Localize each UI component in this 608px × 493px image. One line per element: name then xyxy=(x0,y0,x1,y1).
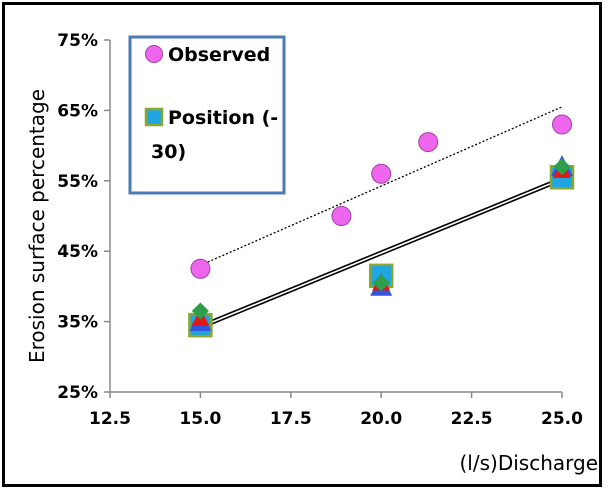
x-tick-label: 25.0 xyxy=(541,409,583,429)
point-observed-0 xyxy=(190,258,211,279)
point-observed-2 xyxy=(371,163,392,184)
trendline-0 xyxy=(200,106,563,266)
chart-frame xyxy=(2,2,602,487)
x-tick-label: 20.0 xyxy=(360,409,402,429)
legend-label-position-line2: 30) xyxy=(151,141,186,163)
legend-marker-position xyxy=(144,107,164,127)
x-tick-label: 22.5 xyxy=(451,409,493,429)
y-tick-label: 75% xyxy=(57,31,98,51)
trendlines-layer xyxy=(200,106,563,330)
y-tick-label: 65% xyxy=(57,101,98,121)
legend-label-observed: Observed xyxy=(168,44,270,66)
y-tick-label: 25% xyxy=(57,383,98,403)
y-tick-label: 45% xyxy=(57,242,98,262)
point-series-4-0 xyxy=(191,302,209,320)
markers-layer xyxy=(188,114,575,338)
x-tick-label: 15.0 xyxy=(179,409,221,429)
point-series-4-2 xyxy=(553,158,571,176)
trendline-2 xyxy=(200,176,563,326)
point-observed-1 xyxy=(331,206,352,226)
legend-marker-observed xyxy=(145,45,163,63)
point-observed-4 xyxy=(552,114,572,135)
point-series-4-1 xyxy=(372,274,390,292)
point-observed-3 xyxy=(418,132,439,153)
axes-layer: 25% 35% 45% 55% 65% 75% 12.5 15.0 17.5 20.0 22.5 25… xyxy=(25,31,598,475)
y-axis-title: Erosion surface percentage xyxy=(25,89,49,363)
y-tick-label: 55% xyxy=(57,172,98,192)
x-tick-label: 12.5 xyxy=(89,409,131,429)
trendline-1 xyxy=(200,180,563,330)
x-tick-label: 17.5 xyxy=(270,409,312,429)
y-tick-label: 35% xyxy=(57,313,98,333)
legend-label-position-line1: Position (- xyxy=(168,107,278,129)
legend: Observed Position (- 30) xyxy=(128,35,286,195)
x-axis-title: (l/s)Discharge xyxy=(460,451,599,475)
